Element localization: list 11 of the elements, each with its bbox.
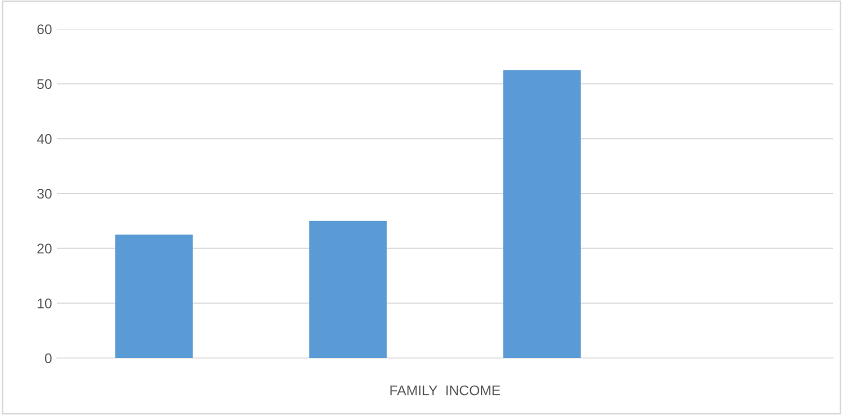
y-tick-label: 60: [37, 24, 52, 34]
bar: [309, 220, 387, 358]
bar: [115, 234, 193, 358]
y-tick-label: 20: [37, 244, 52, 254]
y-tick-label: 50: [37, 79, 52, 90]
x-axis-title: FAMILY INCOME: [390, 385, 500, 396]
y-tick-label: 40: [37, 134, 52, 144]
y-tick-label: 30: [37, 188, 52, 199]
y-tick-label: 0: [44, 353, 52, 364]
y-tick-label: 10: [38, 298, 52, 308]
bar: [503, 70, 581, 358]
